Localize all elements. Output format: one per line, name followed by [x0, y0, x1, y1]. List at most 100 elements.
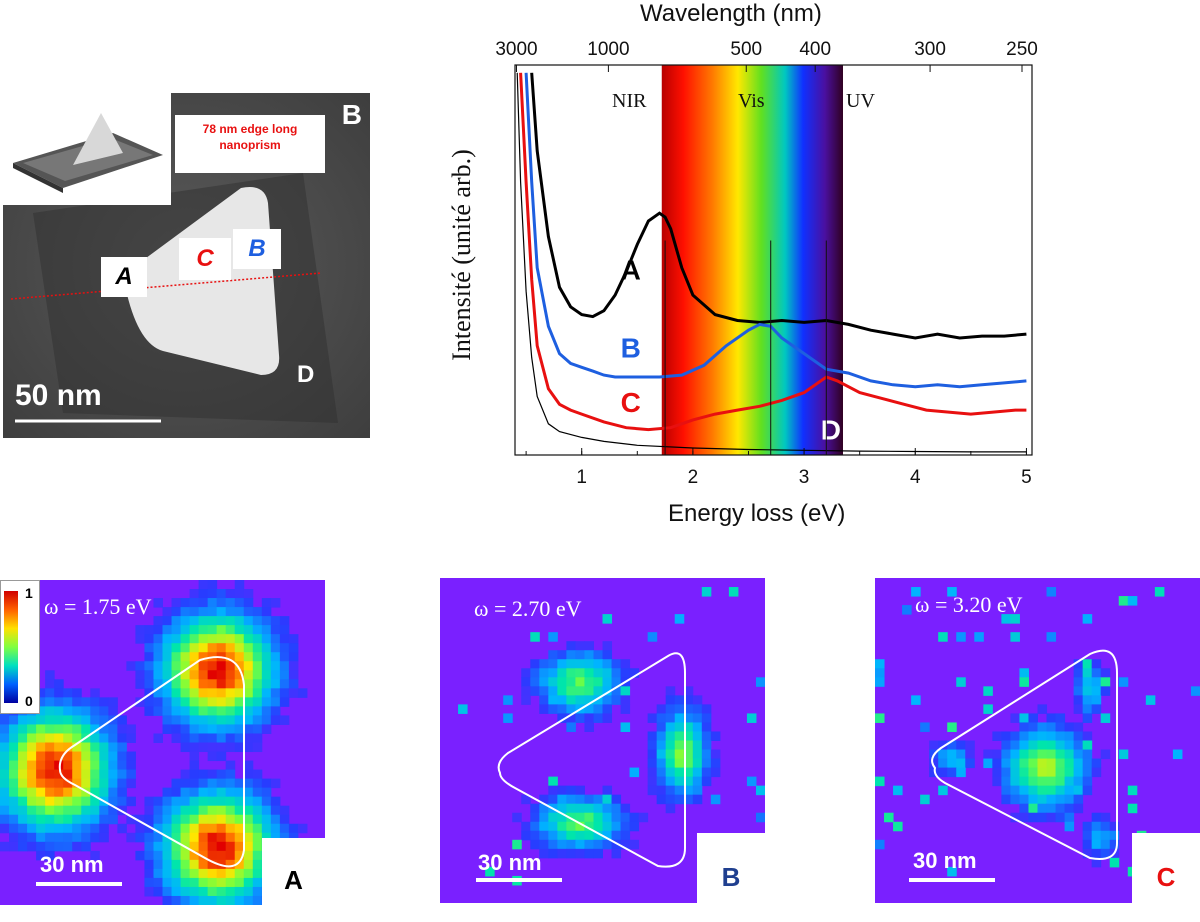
map-pixel: [512, 812, 522, 823]
map-pixel: [593, 659, 603, 669]
map-pixel: [63, 796, 73, 807]
map-pixel: [180, 661, 191, 671]
map-pixel: [135, 625, 145, 635]
map-pixel: [81, 706, 91, 716]
map-pixel: [557, 713, 567, 723]
map-pixel: [216, 742, 227, 753]
map-pixel: [171, 715, 182, 725]
map-pixel: [198, 706, 209, 716]
map-pixel: [1100, 821, 1111, 832]
map-pixel: [54, 787, 64, 798]
map-pixel: [692, 776, 703, 787]
map-pixel: [602, 839, 613, 850]
map-pixel: [234, 715, 245, 725]
map-pixel: [243, 652, 254, 662]
map-pixel: [1046, 758, 1057, 769]
map-pixel: [1118, 596, 1129, 606]
map-pixel: [261, 688, 272, 698]
map-pixel: [162, 850, 173, 861]
map-pixel: [54, 724, 64, 734]
map-pixel: [36, 715, 46, 725]
map-pixel: [0, 814, 10, 825]
map-pixel: [27, 778, 37, 789]
map-pixel: [692, 704, 703, 714]
map-pixel: [171, 868, 182, 879]
map-pixel: [665, 722, 676, 732]
map-pixel: [99, 823, 109, 834]
map-pixel: [485, 866, 495, 877]
map-pixel: [234, 814, 245, 825]
map-pixel: [36, 688, 46, 698]
map-pixel: [243, 895, 254, 905]
map-pixel: [647, 713, 658, 723]
map-pixel: [81, 715, 91, 725]
map-pixel: [72, 841, 82, 852]
map-pixel: [171, 598, 182, 608]
map-pixel: [171, 688, 182, 698]
map-pixel: [683, 776, 694, 787]
map-pixel: [674, 713, 685, 723]
map-pixel: [126, 760, 136, 771]
map-pixel: [288, 823, 299, 834]
map-pixel: [665, 695, 676, 705]
map-pixel: [530, 839, 540, 850]
map-pixel: [288, 832, 299, 843]
map-pixel: [992, 749, 1002, 760]
map-pixel: [1073, 731, 1084, 741]
map-pixel: [198, 805, 209, 816]
map-pixel: [171, 697, 182, 707]
map-pixel: [162, 724, 173, 734]
map-pixel: [243, 814, 254, 825]
map-pixel: [54, 814, 64, 825]
map-pixel: [602, 794, 613, 805]
map-pixel: [548, 695, 558, 705]
map-pixel: [1055, 812, 1066, 823]
map-pixel: [162, 688, 173, 698]
map-pixel: [198, 859, 209, 870]
map-pixel: [171, 850, 182, 861]
visible-spectrum-band: [661, 65, 843, 455]
map-pixel: [162, 706, 173, 716]
map-pixel: [611, 794, 622, 805]
map-pixel: [252, 742, 263, 753]
map-pixel: [198, 769, 209, 780]
map-pixel: [18, 796, 28, 807]
map-pixel: [189, 760, 200, 771]
map-pixel: [1019, 803, 1029, 814]
map-pixel: [602, 659, 613, 669]
map-pixel: [557, 830, 567, 841]
map-pixel: [234, 796, 245, 807]
map-pixel: [1091, 839, 1102, 850]
map-pixel: [198, 850, 209, 861]
map-pixel: [557, 668, 567, 678]
map-pixel: [9, 751, 19, 762]
map-pixel: [584, 704, 594, 714]
map-pixel: [548, 848, 558, 859]
map-pixel: [234, 805, 245, 816]
map-pixel: [566, 785, 576, 796]
map-pixel: [126, 769, 136, 780]
map-pixel: [911, 587, 921, 597]
map-pixel: [90, 742, 100, 753]
map-pixel: [90, 706, 100, 716]
map-pixel: [1046, 785, 1057, 796]
map-pixel: [252, 733, 263, 743]
map-pixel: [279, 832, 290, 843]
series-label-d: D: [821, 414, 841, 445]
map-letter-c: C: [1132, 833, 1200, 903]
map-pixel: [180, 832, 191, 843]
map-pixel: [117, 751, 127, 762]
map-pixel: [1055, 794, 1066, 805]
map-pixel: [54, 733, 64, 743]
map-pixel: [270, 796, 281, 807]
map-pixel: [189, 787, 200, 798]
map-pixel: [198, 625, 209, 635]
map-pixel: [9, 814, 19, 825]
map-pixel: [1073, 659, 1084, 669]
map-pixel: [548, 659, 558, 669]
map-pixel: [252, 769, 263, 780]
map-pixel: [234, 841, 245, 852]
map-pixel: [261, 634, 272, 644]
map-pixel: [1028, 731, 1038, 741]
map-pixel: [63, 733, 73, 743]
